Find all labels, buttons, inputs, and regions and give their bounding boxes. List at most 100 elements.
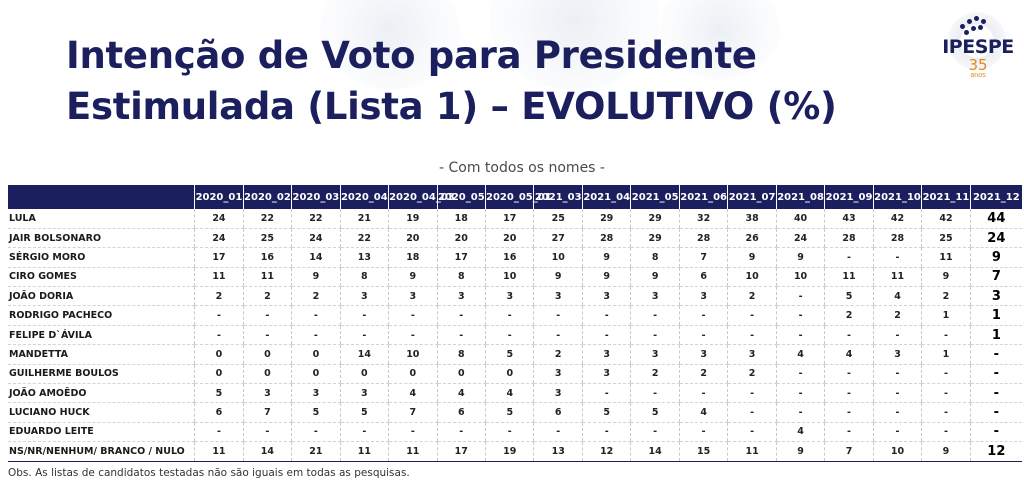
value-cell: 2 [533, 344, 583, 365]
candidate-name: JOÃO AMOÊDO [8, 383, 195, 404]
value-cell: 14 [291, 247, 341, 268]
value-cell: 26 [727, 228, 777, 249]
value-cell: 11 [242, 267, 292, 288]
value-cell: 2 [194, 286, 244, 307]
value-cell: 16 [242, 247, 292, 268]
value-cell: 28 [824, 228, 874, 249]
value-cell: 4 [775, 422, 825, 443]
value-cell: 24 [194, 209, 244, 229]
value-cell: 29 [630, 228, 680, 249]
value-cell: 0 [194, 344, 244, 365]
value-cell: 5 [291, 402, 341, 423]
value-cell: - [339, 325, 389, 346]
value-cell: 3 [436, 286, 486, 307]
value-cell: - [581, 383, 631, 404]
value-cell: - [194, 305, 244, 326]
value-cell: 10 [727, 267, 777, 288]
value-cell: 11 [194, 441, 244, 462]
value-cell: 15 [678, 441, 728, 462]
candidate-name: CIRO GOMES [8, 267, 195, 288]
column-header: 2020_04_03 [388, 185, 455, 209]
column-header: 2020_04 [339, 185, 389, 209]
value-cell: 1 [969, 325, 1022, 346]
column-header: 2021_10 [872, 185, 922, 209]
value-cell: 9 [775, 441, 825, 462]
value-cell: - [824, 422, 874, 443]
value-cell: 7 [824, 441, 874, 462]
value-cell: - [533, 305, 583, 326]
footnote: Obs. As listas de candidatos testadas nã… [8, 467, 410, 479]
value-cell: 24 [969, 228, 1022, 249]
value-cell: 43 [824, 209, 874, 229]
value-cell: 4 [824, 344, 874, 365]
value-cell: 3 [678, 286, 728, 307]
value-cell: 0 [436, 364, 486, 385]
table-row: MANDETTA 0 0 0 14 10 8 5 2 3 3 3 3 4 4 3 1- [8, 344, 1022, 365]
candidate-name: JAIR BOLSONARO [8, 228, 195, 249]
value-cell: 11 [921, 247, 971, 268]
value-cell: 9 [581, 267, 631, 288]
value-cell: 3 [291, 383, 341, 404]
value-cell: 3 [872, 344, 922, 365]
value-cell: 32 [678, 209, 728, 229]
value-cell: 2 [678, 364, 728, 385]
value-cell: 4 [872, 286, 922, 307]
value-cell: 18 [436, 209, 486, 229]
value-cell: 3 [727, 344, 777, 365]
value-cell: 8 [630, 247, 680, 268]
value-cell: 9 [533, 267, 583, 288]
value-cell: 29 [581, 209, 631, 229]
value-cell: - [242, 422, 292, 443]
value-cell: 11 [727, 441, 777, 462]
table-row: LUCIANO HUCK 6 7 5 5 7 6 5 6 5 5 4- - - - - - [8, 402, 1022, 423]
value-cell: 2 [824, 305, 874, 326]
value-cell: 10 [388, 344, 438, 365]
value-cell: - [969, 402, 1022, 423]
value-cell: - [969, 383, 1022, 404]
value-cell: 3 [533, 364, 583, 385]
value-cell: 28 [581, 228, 631, 249]
value-cell: - [727, 422, 777, 443]
value-cell: - [242, 325, 292, 346]
value-cell: 0 [242, 364, 292, 385]
value-cell: 3 [533, 383, 583, 404]
value-cell: 0 [291, 364, 341, 385]
value-cell: 3 [388, 286, 438, 307]
value-cell: - [921, 422, 971, 443]
value-cell: 17 [436, 441, 486, 462]
value-cell: - [824, 247, 874, 268]
title-line-2: Estimulada (Lista 1) – EVOLUTIVO (%) [66, 85, 837, 128]
value-cell: 5 [485, 402, 534, 423]
value-cell: 28 [872, 228, 922, 249]
value-cell: 4 [436, 383, 486, 404]
column-header: 2021_07 [727, 185, 777, 209]
value-cell: - [291, 325, 341, 346]
value-cell: - [388, 422, 438, 443]
value-cell: - [872, 364, 922, 385]
table-row: JOÃO DORIA 2 2 2 3 3 3 3 3 3 3 3 2-5 4 2 3 [8, 286, 1022, 307]
value-cell: - [969, 422, 1022, 443]
candidate-name: JOÃO DORIA [8, 286, 195, 307]
value-cell: 25 [242, 228, 292, 249]
value-cell: 4 [485, 383, 534, 404]
value-cell: - [678, 305, 728, 326]
value-cell: 20 [436, 228, 486, 249]
value-cell: - [678, 422, 728, 443]
value-cell: 3 [485, 286, 534, 307]
value-cell: 1 [921, 344, 971, 365]
column-header: 2021_06 [678, 185, 728, 209]
value-cell: - [678, 383, 728, 404]
value-cell: - [581, 325, 631, 346]
value-cell: - [194, 422, 244, 443]
value-cell: 7 [388, 402, 438, 423]
value-cell: 7 [678, 247, 728, 268]
value-cell: - [436, 325, 486, 346]
value-cell: 11 [194, 267, 244, 288]
value-cell: - [872, 383, 922, 404]
value-cell: 5 [194, 383, 244, 404]
value-cell: 9 [388, 267, 438, 288]
value-cell: 29 [630, 209, 680, 229]
value-cell: 20 [388, 228, 438, 249]
value-cell: 9 [969, 247, 1022, 268]
header-corner-cell [8, 185, 195, 209]
